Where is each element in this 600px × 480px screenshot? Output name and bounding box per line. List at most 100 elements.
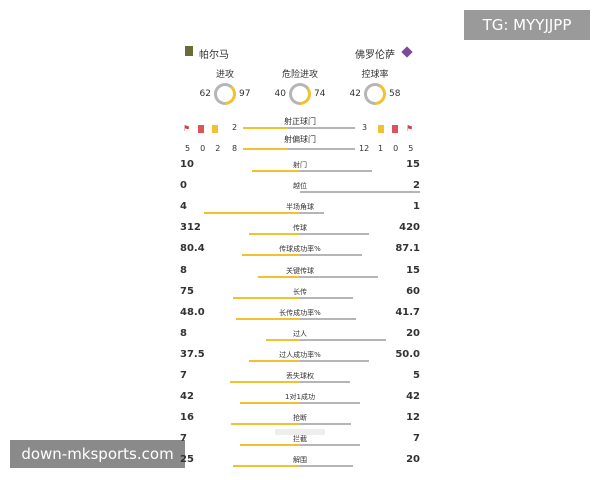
stat-row: 42 1对1成功 42 xyxy=(178,391,422,413)
stat-away-bar xyxy=(300,296,354,299)
stat-home-bar xyxy=(230,381,300,383)
stat-label: 传球 xyxy=(293,224,307,233)
stat-label: 射门 xyxy=(293,161,307,169)
stat-away-value: 420 xyxy=(399,222,420,234)
stat-label: 抢断 xyxy=(293,414,307,423)
stat-home-value: 7 xyxy=(180,433,187,445)
stat-row: 0 越位 2 xyxy=(178,180,422,202)
corner-flag-icon: ⚑ xyxy=(406,124,414,133)
stat-home-value: 42 xyxy=(180,391,194,403)
home-red-cards: 0 xyxy=(200,144,206,153)
stat-home-value: 0 xyxy=(180,180,187,192)
stat-label: 长传成功率% xyxy=(279,308,321,317)
gauge-label: 危险进攻 xyxy=(281,70,318,80)
stat-row: 312 传球 420 xyxy=(178,222,422,244)
gauge-home: 62 xyxy=(199,89,211,99)
stat-away-value: 5 xyxy=(413,370,420,381)
stat-away-value: 50.0 xyxy=(395,348,420,360)
stat-row: 75 长传 60 xyxy=(178,286,422,308)
away-icons: ⚑ xyxy=(378,124,413,133)
stat-away-value: 12 xyxy=(406,412,420,424)
stat-away-bar xyxy=(300,317,356,320)
gauge-ring xyxy=(289,83,311,105)
away-corners: 5 xyxy=(408,144,414,153)
gauge-1: 危险进攻 40 74 xyxy=(260,67,340,105)
yellow-card-icon xyxy=(378,124,384,133)
shots-on-bar xyxy=(243,127,355,129)
stat-away-bar xyxy=(300,170,372,172)
stat-away-bar xyxy=(300,381,350,383)
stat-row: 4 半场角球 1 xyxy=(178,201,422,223)
stat-row: 8 过人 20 xyxy=(178,328,422,350)
gauge-0: 进攻 62 97 xyxy=(185,67,265,105)
stat-away-bar xyxy=(300,191,420,194)
stat-home-value: 48.0 xyxy=(180,306,205,318)
stat-row: 37.5 过人成功率% 50.0 xyxy=(178,349,422,371)
stat-away-bar xyxy=(300,444,360,447)
stat-away-value: 42 xyxy=(406,391,420,403)
stat-home-bar xyxy=(242,254,300,257)
stat-label: 越位 xyxy=(293,182,307,191)
stat-home-bar xyxy=(233,465,300,468)
gauge-home: 42 xyxy=(349,89,361,99)
shots-on-home-fill xyxy=(243,127,288,129)
away-red-cards: 0 xyxy=(393,144,399,153)
stat-away-value: 2 xyxy=(413,180,420,192)
parma-logo-icon xyxy=(185,46,193,56)
shots-on-away: 3 xyxy=(362,123,368,132)
stat-home-value: 80.4 xyxy=(180,243,205,255)
stat-home-value: 8 xyxy=(180,264,187,276)
stat-away-value: 7 xyxy=(413,433,420,445)
home-team-name: 帕尔马 xyxy=(199,50,229,61)
gauge-away: 97 xyxy=(239,89,251,99)
stat-row: 25 解围 20 xyxy=(178,454,422,476)
away-counts: 1 0 5 xyxy=(378,144,413,153)
stat-home-bar xyxy=(240,402,300,405)
home-counts: 5 0 2 xyxy=(185,144,220,153)
stat-row: 8 关键传球 15 xyxy=(178,265,422,287)
red-card-icon xyxy=(392,124,398,133)
weibo-watermark xyxy=(275,429,325,435)
yellow-card-icon xyxy=(212,124,219,133)
stat-home-value: 4 xyxy=(180,201,187,213)
stat-home-value: 25 xyxy=(180,454,194,466)
stat-away-bar xyxy=(300,402,360,405)
home-corners: 5 xyxy=(185,144,191,153)
stat-row: 7 丢失球权 5 xyxy=(178,370,422,392)
home-yellow-cards: 2 xyxy=(215,144,221,153)
shots-on-home: 2 xyxy=(232,123,238,132)
stat-home-bar xyxy=(258,275,300,278)
stat-away-bar xyxy=(300,254,363,257)
gauge-home: 40 xyxy=(274,89,286,99)
stat-home-value: 7 xyxy=(180,370,187,381)
stat-row: 7 拦截 7 xyxy=(178,433,422,455)
stat-away-bar xyxy=(300,465,354,468)
stat-home-value: 10 xyxy=(180,159,194,170)
stat-label: 解围 xyxy=(293,456,307,465)
stat-home-bar xyxy=(231,423,300,426)
stat-away-value: 20 xyxy=(406,327,420,339)
shots-on-label: 射正球门 xyxy=(284,117,316,126)
stat-home-bar xyxy=(235,317,300,320)
shots-off-away: 12 xyxy=(359,144,370,153)
stat-label: 丢失球权 xyxy=(286,372,314,380)
stat-home-bar xyxy=(204,212,300,215)
stat-label: 关键传球 xyxy=(286,266,314,275)
stat-away-value: 41.7 xyxy=(395,306,420,318)
stat-row: 80.4 传球成功率% 87.1 xyxy=(178,243,422,265)
stat-away-value: 15 xyxy=(406,159,420,170)
stat-home-value: 8 xyxy=(180,327,187,339)
telegram-watermark: TG: MYYJJPP xyxy=(464,10,590,40)
shots-off-home-fill xyxy=(243,148,288,150)
stat-row: 10 射门 15 xyxy=(178,159,422,181)
stat-home-value: 16 xyxy=(180,412,194,424)
away-team-name: 佛罗伦萨 xyxy=(355,50,395,61)
home-icons: ⚑ xyxy=(183,124,219,133)
stat-row: 48.0 长传成功率% 41.7 xyxy=(178,307,422,329)
shots-off-bar xyxy=(243,148,355,150)
stat-away-value: 20 xyxy=(406,454,420,466)
stat-away-value: 1 xyxy=(413,201,420,213)
gauge-ring xyxy=(214,83,236,105)
shots-off-home: 8 xyxy=(232,144,238,153)
gauge-label: 进攻 xyxy=(215,70,234,80)
